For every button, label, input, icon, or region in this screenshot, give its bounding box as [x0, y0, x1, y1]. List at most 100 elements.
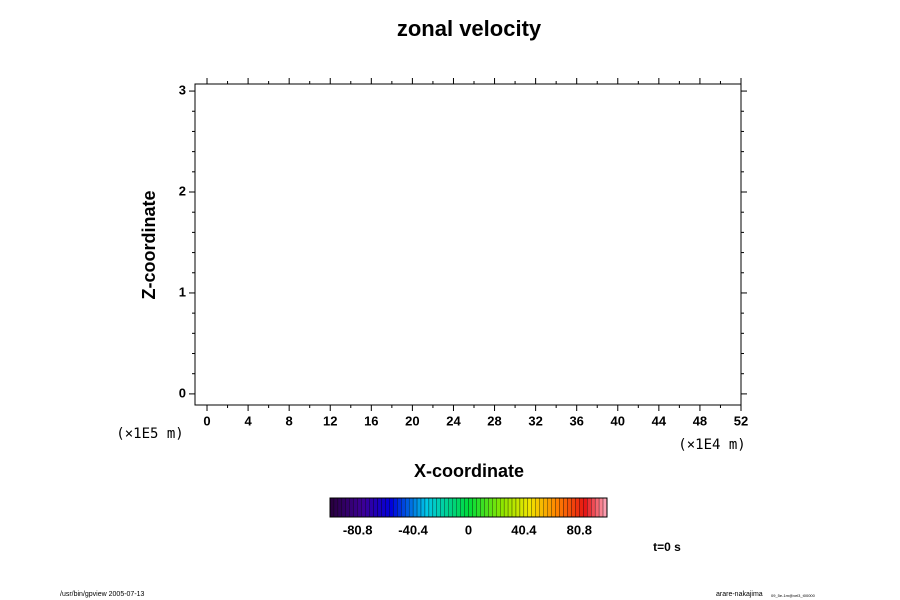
- x-tick-label: 48: [693, 413, 707, 428]
- colorbar-segment: [579, 497, 584, 518]
- colorbar-segment: [539, 497, 544, 518]
- colorbar-frame: [329, 497, 608, 518]
- colorbar-segment: [571, 497, 576, 518]
- colorbar-segment: [488, 497, 493, 518]
- x-tick-label: 32: [528, 413, 542, 428]
- colorbar-segment: [472, 497, 477, 518]
- x-tick-label: 36: [569, 413, 583, 428]
- colorbar-segment: [531, 497, 536, 518]
- colorbar-segment: [480, 497, 485, 518]
- colorbar-segment: [559, 497, 564, 518]
- colorbar-segment: [563, 497, 568, 518]
- y-tick-label: 1: [179, 284, 186, 299]
- colorbar-segment: [543, 497, 548, 518]
- colorbar-segment: [503, 497, 509, 518]
- colorbar-segment: [428, 497, 434, 518]
- colorbar-segment: [460, 497, 465, 518]
- y-scale-label: (×1E5 m): [116, 426, 183, 442]
- colorbar-segment: [452, 497, 457, 518]
- colorbar-segment: [515, 497, 521, 518]
- y-tick-label: 0: [179, 385, 186, 400]
- colorbar-segment: [393, 497, 398, 518]
- colorbar-segment: [357, 497, 362, 518]
- colorbar-segment: [389, 497, 394, 518]
- x-tick-label: 28: [487, 413, 501, 428]
- x-tick-label: 12: [323, 413, 337, 428]
- colorbar-segment: [602, 497, 608, 518]
- x-tick-label: 44: [652, 413, 667, 428]
- colorbar-segment: [408, 497, 414, 518]
- colorbar-segment: [527, 497, 532, 518]
- colorbar-segment: [329, 497, 335, 518]
- colorbar-tick-label: 40.4: [511, 522, 537, 537]
- footer-right-sub: 09_5e-1m@vel3_t00000: [771, 593, 816, 598]
- colorbar-segment: [349, 497, 354, 518]
- colorbar-segment: [381, 497, 386, 518]
- colorbar-segment: [484, 497, 489, 518]
- colorbar-segment: [594, 497, 600, 518]
- colorbar-segment: [456, 497, 461, 518]
- x-tick-label: 24: [446, 413, 461, 428]
- colorbar-tick-label: -80.8: [343, 522, 373, 537]
- colorbar-segment: [555, 497, 560, 518]
- colorbar-segment: [345, 497, 350, 518]
- x-tick-label: 4: [244, 413, 252, 428]
- x-axis-label: X-coordinate: [414, 461, 524, 481]
- x-scale-label: (×1E4 m): [678, 437, 745, 453]
- x-tick-label: 16: [364, 413, 378, 428]
- colorbar-segment: [365, 497, 370, 518]
- colorbar-segment: [476, 497, 481, 518]
- x-tick-label: 20: [405, 413, 419, 428]
- footer-left: /usr/bin/gpview 2005-07-13: [60, 591, 145, 598]
- colorbar-tick-label: -40.4: [398, 522, 428, 537]
- y-axis-label: Z-coordinate: [139, 190, 159, 299]
- colorbar-segment: [444, 497, 449, 518]
- colorbar-segment: [587, 497, 592, 518]
- colorbar-segment: [511, 497, 517, 518]
- colorbar-segment: [432, 497, 437, 518]
- colorbar-segment: [440, 497, 445, 518]
- colorbar-segment: [412, 497, 418, 518]
- colorbar-segment: [361, 497, 366, 518]
- colorbar-segment: [397, 497, 402, 518]
- colorbar-segment: [496, 497, 501, 518]
- colorbar-segment: [416, 497, 422, 518]
- chart-title: zonal velocity: [397, 16, 542, 41]
- colorbar-segment: [591, 497, 596, 518]
- colorbar-segment: [500, 497, 505, 518]
- colorbar-segment: [507, 497, 513, 518]
- colorbar-tick-label: 80.8: [567, 522, 592, 537]
- colorbar-segment: [436, 497, 441, 518]
- colorbar-segment: [468, 497, 473, 518]
- colorbar-segment: [448, 497, 453, 518]
- colorbar-segment: [405, 497, 410, 518]
- x-tick-label: 8: [286, 413, 293, 428]
- colorbar-segment: [492, 497, 497, 518]
- colorbar-segment: [424, 497, 430, 518]
- plot-frame: [194, 83, 742, 406]
- colorbar-segment: [333, 497, 339, 518]
- x-tick-label: 0: [203, 413, 210, 428]
- colorbar-segment: [373, 497, 378, 518]
- y-tick-label: 2: [179, 183, 186, 198]
- colorbar-segment: [377, 497, 382, 518]
- colorbar-segment: [385, 497, 390, 518]
- colorbar-segment: [464, 497, 469, 518]
- colorbar-segment: [598, 497, 604, 518]
- colorbar-segment: [547, 497, 552, 518]
- colorbar-segment: [341, 497, 346, 518]
- colorbar-segment: [420, 497, 426, 518]
- colorbar-segment: [567, 497, 572, 518]
- colorbar-segment: [337, 497, 343, 518]
- y-tick-label: 3: [179, 83, 186, 98]
- colorbar-segment: [583, 497, 588, 518]
- colorbar-segment: [575, 497, 580, 518]
- colorbar-segment: [519, 497, 525, 518]
- colorbar-segment: [551, 497, 556, 518]
- colorbar-segment: [523, 497, 529, 518]
- colorbar-tick-label: 0: [465, 522, 472, 537]
- x-tick-label: 52: [734, 413, 748, 428]
- x-tick-label: 40: [611, 413, 625, 428]
- colorbar-segment: [401, 497, 406, 518]
